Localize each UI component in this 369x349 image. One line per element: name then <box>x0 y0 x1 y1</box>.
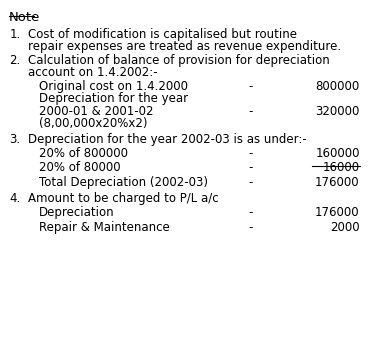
Text: 1.: 1. <box>9 28 20 41</box>
Text: Amount to be charged to P/L a/c: Amount to be charged to P/L a/c <box>28 192 218 205</box>
Text: 2000-01 & 2001-02: 2000-01 & 2001-02 <box>39 105 153 118</box>
Text: Repair & Maintenance: Repair & Maintenance <box>39 221 169 233</box>
Text: -: - <box>249 206 253 219</box>
Text: 2.: 2. <box>9 54 20 67</box>
Text: -: - <box>249 176 253 189</box>
Text: 20% of 80000: 20% of 80000 <box>39 161 120 174</box>
Text: Calculation of balance of provision for depreciation: Calculation of balance of provision for … <box>28 54 330 67</box>
Text: 176000: 176000 <box>315 206 360 219</box>
Text: Total Depreciation (2002-03): Total Depreciation (2002-03) <box>39 176 208 189</box>
Text: 4.: 4. <box>9 192 20 205</box>
Text: 2000: 2000 <box>330 221 360 233</box>
Text: 16000: 16000 <box>323 161 360 174</box>
Text: -: - <box>249 221 253 233</box>
Text: Cost of modification is capitalised but routine: Cost of modification is capitalised but … <box>28 28 297 41</box>
Text: Original cost on 1.4.2000: Original cost on 1.4.2000 <box>39 80 188 93</box>
Text: 160000: 160000 <box>315 147 360 160</box>
Text: repair expenses are treated as revenue expenditure.: repair expenses are treated as revenue e… <box>28 40 341 53</box>
Text: 3.: 3. <box>9 133 20 146</box>
Text: Depreciation for the year: Depreciation for the year <box>39 92 188 105</box>
Text: 320000: 320000 <box>315 105 360 118</box>
Text: (8,00,000x20%x2): (8,00,000x20%x2) <box>39 117 147 130</box>
Text: Depreciation for the year 2002-03 is as under:-: Depreciation for the year 2002-03 is as … <box>28 133 306 146</box>
Text: -: - <box>249 161 253 174</box>
Text: -: - <box>249 147 253 160</box>
Text: 176000: 176000 <box>315 176 360 189</box>
Text: 800000: 800000 <box>315 80 360 93</box>
Text: Depreciation: Depreciation <box>39 206 114 219</box>
Text: account on 1.4.2002:-: account on 1.4.2002:- <box>28 66 157 79</box>
Text: 20% of 800000: 20% of 800000 <box>39 147 128 160</box>
Text: -: - <box>249 105 253 118</box>
Text: Note: Note <box>9 11 41 24</box>
Text: -: - <box>249 80 253 93</box>
